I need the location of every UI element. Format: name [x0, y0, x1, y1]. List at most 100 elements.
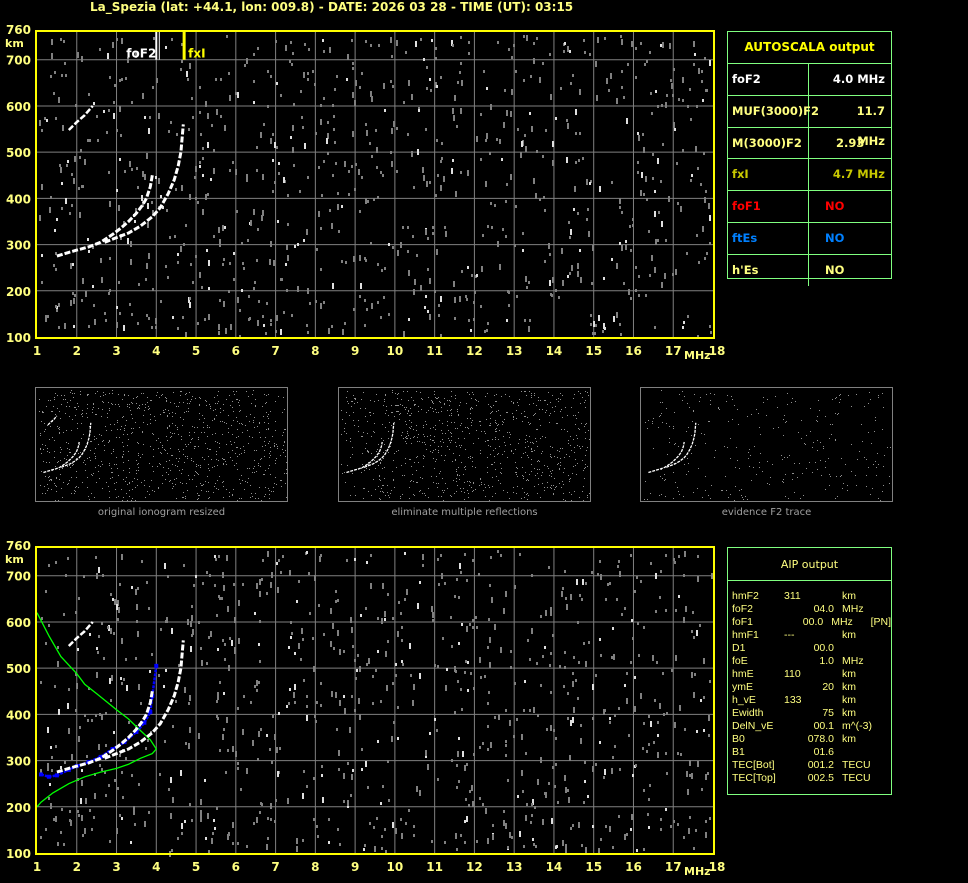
noise-echo — [172, 423, 173, 424]
noise-echo — [351, 165, 353, 168]
noise-echo — [175, 188, 177, 191]
noise-echo — [263, 324, 265, 327]
noise-echo — [507, 492, 508, 493]
noise-echo — [606, 78, 608, 84]
noise-echo — [306, 229, 308, 235]
noise-echo — [112, 404, 113, 405]
noise-echo — [293, 164, 295, 167]
noise-echo — [309, 612, 311, 615]
noise-echo — [666, 772, 668, 775]
noise-echo — [233, 489, 234, 490]
noise-echo — [396, 127, 398, 130]
noise-echo — [137, 464, 138, 465]
noise-echo — [125, 658, 127, 661]
noise-echo — [880, 500, 881, 501]
noise-echo — [877, 453, 878, 454]
noise-echo — [434, 664, 436, 667]
noise-echo — [98, 444, 99, 445]
autoscala-label: M(3000)F2 — [728, 127, 809, 159]
noise-echo — [106, 131, 108, 134]
trace-x — [61, 422, 92, 468]
aip-row: hmF2 311 km — [728, 590, 891, 603]
noise-echo — [738, 424, 739, 425]
noise-echo — [594, 332, 596, 335]
noise-echo — [687, 458, 688, 459]
noise-echo — [381, 835, 383, 838]
noise-echo — [389, 422, 390, 423]
noise-echo — [237, 456, 238, 457]
noise-echo — [599, 741, 601, 744]
noise-echo — [167, 427, 168, 428]
noise-echo — [424, 456, 425, 457]
noise-echo — [212, 420, 213, 421]
noise-echo — [659, 596, 661, 599]
noise-echo — [250, 414, 251, 415]
noise-echo — [135, 589, 137, 595]
noise-echo — [453, 480, 454, 481]
noise-echo — [52, 421, 53, 422]
noise-echo — [167, 440, 168, 441]
noise-echo — [797, 477, 798, 478]
noise-echo — [94, 497, 95, 498]
noise-echo — [438, 412, 439, 413]
noise-echo — [750, 455, 751, 456]
noise-echo — [579, 249, 581, 252]
noise-echo — [429, 181, 431, 184]
noise-echo — [189, 432, 190, 433]
noise-echo — [58, 500, 59, 501]
noise-echo — [464, 671, 466, 674]
noise-echo — [542, 819, 544, 825]
noise-echo — [728, 497, 729, 498]
noise-echo — [89, 139, 91, 142]
noise-echo — [616, 312, 618, 318]
noise-echo — [110, 424, 111, 425]
noise-echo — [428, 497, 429, 498]
noise-echo — [423, 427, 424, 428]
noise-echo — [433, 411, 434, 412]
noise-echo — [235, 92, 237, 95]
noise-echo — [179, 458, 180, 459]
noise-echo — [534, 450, 535, 451]
noise-echo — [647, 499, 648, 500]
noise-echo — [393, 460, 394, 461]
noise-echo — [431, 476, 432, 477]
noise-echo — [136, 604, 138, 610]
noise-echo — [40, 836, 42, 839]
noise-echo — [376, 147, 378, 153]
noise-echo — [737, 460, 738, 461]
noise-echo — [425, 295, 427, 298]
noise-echo — [410, 415, 411, 416]
noise-echo — [441, 455, 442, 456]
noise-echo — [78, 736, 80, 742]
noise-echo — [482, 234, 484, 237]
noise-echo — [445, 433, 446, 434]
noise-echo — [630, 554, 632, 557]
noise-echo — [101, 277, 103, 283]
noise-echo — [857, 459, 858, 460]
noise-echo — [218, 401, 219, 402]
noise-echo — [57, 843, 59, 846]
noise-echo — [111, 430, 112, 431]
noise-echo — [665, 102, 667, 108]
noise-echo — [408, 411, 409, 412]
noise-echo — [831, 434, 832, 435]
noise-echo — [610, 73, 612, 79]
noise-echo — [165, 479, 166, 480]
noise-echo — [342, 473, 343, 474]
noise-echo — [413, 289, 415, 295]
noise-echo — [222, 263, 224, 266]
noise-echo — [878, 498, 879, 499]
noise-echo — [539, 409, 540, 410]
noise-echo — [603, 323, 605, 329]
noise-echo — [344, 431, 345, 432]
noise-echo — [247, 430, 248, 431]
noise-echo — [65, 574, 67, 577]
noise-echo — [192, 116, 194, 119]
noise-echo — [169, 481, 170, 482]
noise-echo — [651, 112, 653, 115]
noise-echo — [315, 720, 317, 723]
noise-echo — [381, 847, 383, 850]
noise-echo — [529, 474, 530, 475]
noise-echo — [532, 451, 533, 452]
noise-echo — [423, 466, 424, 467]
